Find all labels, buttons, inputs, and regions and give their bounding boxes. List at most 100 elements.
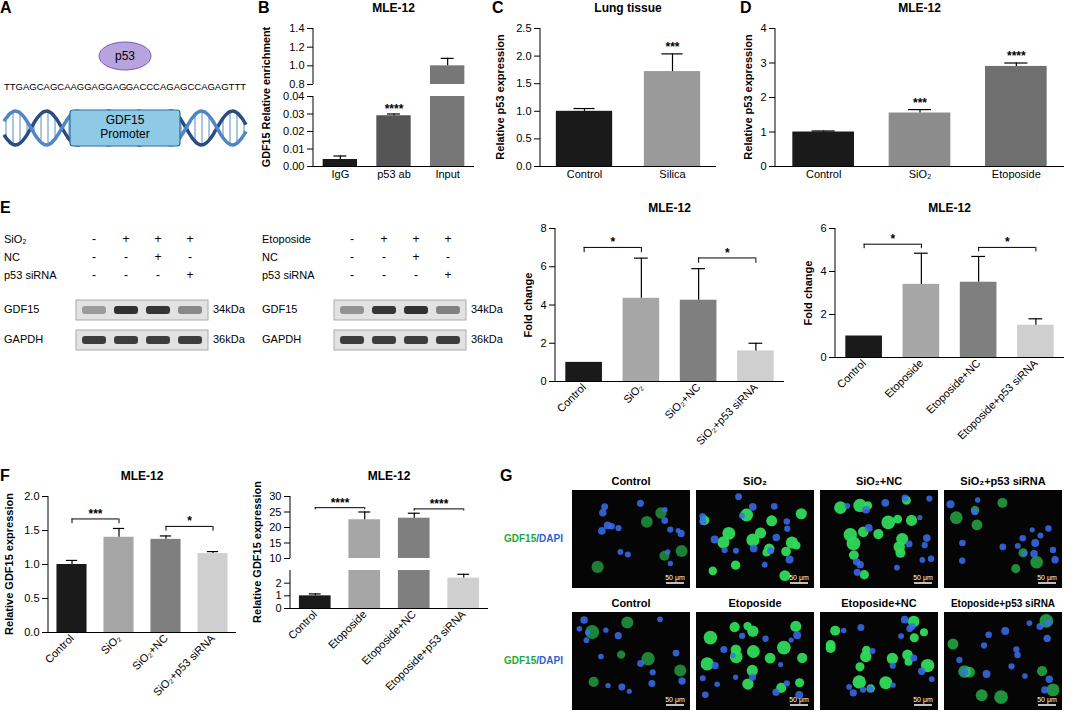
svg-text:50 μm: 50 μm xyxy=(789,574,809,582)
svg-text:SiO₂+p53 siRNA: SiO₂+p53 siRNA xyxy=(694,380,761,447)
svg-text:+: + xyxy=(380,232,387,246)
svg-text:SiO₂+NC: SiO₂+NC xyxy=(856,475,902,487)
svg-text:+: + xyxy=(444,232,451,246)
svg-text:GDF15: GDF15 xyxy=(4,303,39,315)
svg-text:30: 30 xyxy=(269,490,281,502)
svg-text:***: *** xyxy=(913,96,927,110)
svg-text:Promoter: Promoter xyxy=(100,127,149,141)
svg-text:-: - xyxy=(124,250,128,264)
svg-text:*: * xyxy=(890,232,895,246)
svg-text:*: * xyxy=(610,235,615,249)
svg-text:p53 siRNA: p53 siRNA xyxy=(262,269,315,281)
svg-text:Etoposide: Etoposide xyxy=(728,597,781,609)
svg-text:50 μm: 50 μm xyxy=(789,696,809,704)
svg-text:Control: Control xyxy=(834,357,868,391)
svg-text:SiO₂: SiO₂ xyxy=(98,632,122,656)
svg-text:+: + xyxy=(154,250,161,264)
svg-text:+: + xyxy=(186,268,193,282)
svg-text:6: 6 xyxy=(540,260,546,272)
svg-text:4: 4 xyxy=(540,299,546,311)
svg-text:4: 4 xyxy=(820,265,826,277)
svg-text:0.5: 0.5 xyxy=(516,132,531,144)
svg-text:0.0: 0.0 xyxy=(516,160,531,172)
svg-text:50 μm: 50 μm xyxy=(1037,696,1057,704)
svg-text:50 μm: 50 μm xyxy=(1037,574,1057,582)
svg-text:-: - xyxy=(446,250,450,264)
svg-text:1.4: 1.4 xyxy=(289,22,304,34)
svg-text:-: - xyxy=(188,250,192,264)
svg-text:Input: Input xyxy=(435,168,459,180)
svg-text:-: - xyxy=(350,268,354,282)
svg-text:GACCCAGAGCCAGAGTTT: GACCCAGAGCCAGAGTTT xyxy=(126,81,247,92)
svg-text:2: 2 xyxy=(540,337,546,349)
svg-text:25: 25 xyxy=(269,506,281,518)
svg-text:1.5: 1.5 xyxy=(24,524,39,536)
svg-text:0: 0 xyxy=(275,602,281,614)
svg-text:2.0: 2.0 xyxy=(516,50,531,62)
svg-text:*: * xyxy=(1005,235,1010,249)
svg-text:Control: Control xyxy=(611,475,650,487)
svg-text:Etoposide+NC: Etoposide+NC xyxy=(841,597,917,609)
svg-text:SiO₂+NC: SiO₂+NC xyxy=(662,381,702,421)
svg-text:NC: NC xyxy=(262,251,278,263)
svg-text:SiO₂: SiO₂ xyxy=(621,381,645,405)
svg-text:0.01: 0.01 xyxy=(283,143,304,155)
svg-text:GDF15: GDF15 xyxy=(262,303,297,315)
svg-text:GDF15/DAPI: GDF15/DAPI xyxy=(504,533,563,544)
svg-text:Control: Control xyxy=(611,597,650,609)
svg-text:3: 3 xyxy=(760,57,766,69)
svg-text:Etoposide+p53 siRNA: Etoposide+p53 siRNA xyxy=(955,356,1040,441)
svg-text:50 μm: 50 μm xyxy=(913,696,933,704)
svg-text:SiO₂+p53 siRNA: SiO₂+p53 siRNA xyxy=(151,631,218,698)
svg-text:+: + xyxy=(154,232,161,246)
svg-text:0.03: 0.03 xyxy=(283,108,304,120)
svg-text:Etoposide: Etoposide xyxy=(262,233,311,245)
svg-text:1.0: 1.0 xyxy=(289,59,304,71)
svg-text:***: *** xyxy=(665,40,679,54)
svg-text:p53 siRNA: p53 siRNA xyxy=(4,269,57,281)
svg-text:Etoposide: Etoposide xyxy=(882,357,925,400)
svg-text:6: 6 xyxy=(820,222,826,234)
svg-text:1.2: 1.2 xyxy=(289,41,304,53)
svg-text:SiO₂+p53 siRNA: SiO₂+p53 siRNA xyxy=(960,475,1045,487)
svg-text:0.04: 0.04 xyxy=(283,90,304,102)
svg-text:1: 1 xyxy=(275,589,281,601)
svg-text:-: - xyxy=(92,250,96,264)
svg-text:Etoposide: Etoposide xyxy=(326,608,369,651)
svg-text:0: 0 xyxy=(760,160,766,172)
svg-text:4: 4 xyxy=(760,22,766,34)
svg-text:2: 2 xyxy=(275,577,281,589)
svg-text:SiO₂: SiO₂ xyxy=(743,475,767,487)
svg-text:50 μm: 50 μm xyxy=(665,574,685,582)
svg-text:-: - xyxy=(124,268,128,282)
svg-text:20: 20 xyxy=(269,521,281,533)
svg-text:Etoposide: Etoposide xyxy=(992,168,1041,180)
svg-text:+: + xyxy=(444,268,451,282)
svg-text:10: 10 xyxy=(269,552,281,564)
svg-text:2: 2 xyxy=(820,308,826,320)
svg-text:p53 ab: p53 ab xyxy=(377,168,411,180)
svg-text:Etoposide+p53 siRNA: Etoposide+p53 siRNA xyxy=(383,607,468,692)
svg-text:36kDa: 36kDa xyxy=(471,333,504,345)
svg-text:0: 0 xyxy=(820,351,826,363)
svg-text:-: - xyxy=(92,268,96,282)
svg-text:1.5: 1.5 xyxy=(516,77,531,89)
svg-text:36kDa: 36kDa xyxy=(213,333,246,345)
svg-text:Etoposide+p53 siRNA: Etoposide+p53 siRNA xyxy=(951,598,1055,609)
svg-text:50 μm: 50 μm xyxy=(913,574,933,582)
svg-text:Control: Control xyxy=(806,168,841,180)
svg-text:-: - xyxy=(350,250,354,264)
svg-text:SiO₂+NC: SiO₂+NC xyxy=(130,632,170,672)
svg-text:+: + xyxy=(412,250,419,264)
svg-text:0.02: 0.02 xyxy=(283,125,304,137)
svg-text:8: 8 xyxy=(540,222,546,234)
svg-text:SiO₂: SiO₂ xyxy=(4,233,27,245)
svg-text:Control: Control xyxy=(567,168,602,180)
svg-text:2.5: 2.5 xyxy=(516,22,531,34)
svg-text:0: 0 xyxy=(540,375,546,387)
svg-text:1: 1 xyxy=(760,126,766,138)
svg-text:0.00: 0.00 xyxy=(283,160,304,172)
svg-text:****: **** xyxy=(331,496,350,510)
svg-text:2: 2 xyxy=(760,91,766,103)
svg-text:+: + xyxy=(186,232,193,246)
